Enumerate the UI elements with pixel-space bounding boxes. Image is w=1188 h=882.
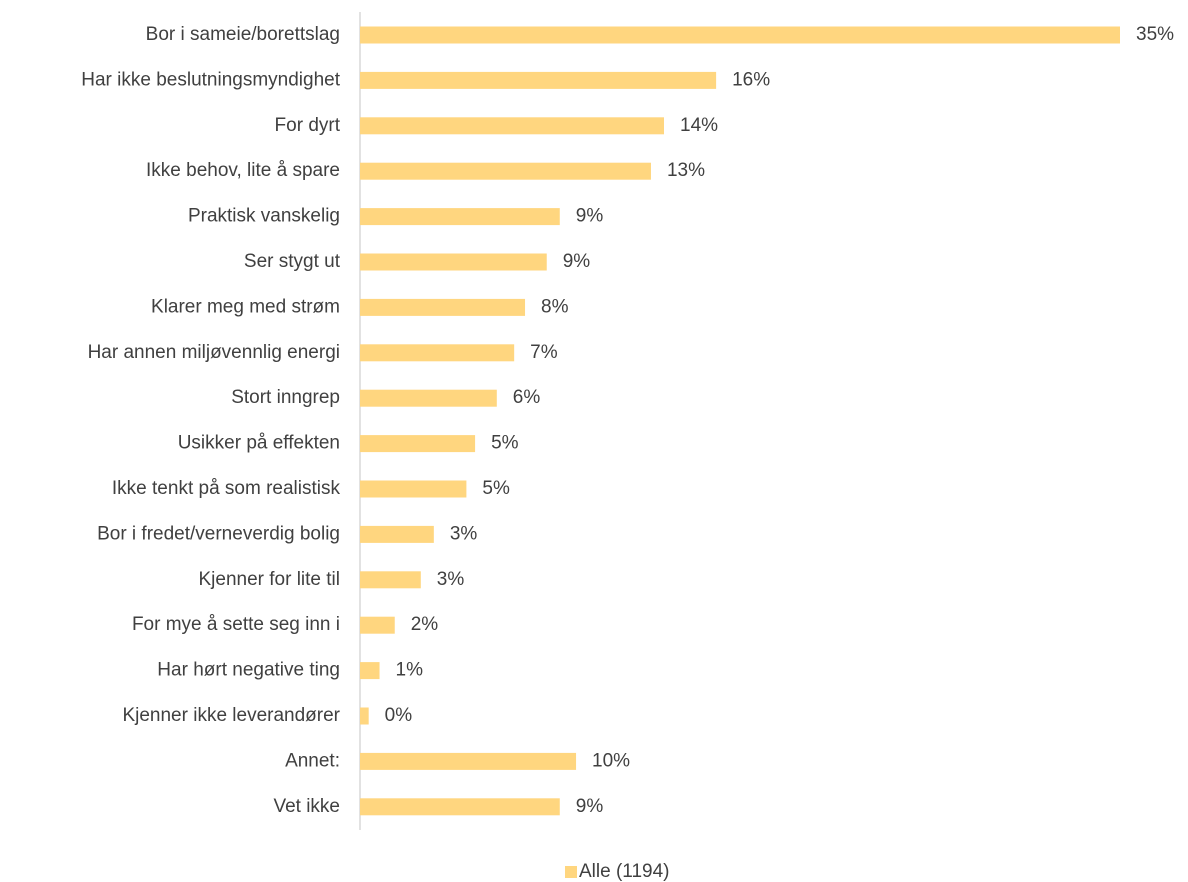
bar bbox=[360, 298, 526, 316]
bar bbox=[360, 162, 651, 180]
category-label: For mye å sette seg inn i bbox=[132, 614, 340, 635]
category-label: Kjenner ikke leverandører bbox=[122, 705, 340, 726]
value-label: 5% bbox=[491, 433, 519, 454]
bar bbox=[360, 26, 1120, 44]
bar bbox=[360, 344, 515, 362]
value-label: 35% bbox=[1136, 24, 1174, 45]
legend-swatch bbox=[565, 866, 577, 878]
value-label: 0% bbox=[385, 705, 413, 726]
category-label: Bor i fredet/verneverdig bolig bbox=[97, 523, 340, 544]
value-label: 2% bbox=[411, 614, 439, 635]
bar bbox=[360, 117, 664, 135]
bar bbox=[360, 752, 577, 770]
value-label: 6% bbox=[513, 387, 541, 408]
category-label: Bor i sameie/borettslag bbox=[146, 24, 340, 45]
legend-label: Alle (1194) bbox=[579, 861, 669, 882]
category-label: Annet: bbox=[285, 750, 340, 771]
category-label: Vet ikke bbox=[273, 796, 340, 817]
value-label: 9% bbox=[576, 796, 604, 817]
bar bbox=[360, 798, 560, 816]
category-label: Ser stygt ut bbox=[244, 251, 341, 272]
bar bbox=[360, 480, 467, 498]
bar bbox=[360, 71, 717, 89]
bar bbox=[360, 208, 560, 226]
value-label: 8% bbox=[541, 296, 569, 317]
category-label: Usikker på effekten bbox=[178, 433, 340, 454]
bar bbox=[360, 389, 497, 407]
bar bbox=[360, 571, 421, 589]
category-label: Har annen miljøvennlig energi bbox=[88, 342, 340, 363]
bar bbox=[360, 435, 476, 453]
value-label: 10% bbox=[592, 750, 630, 771]
value-label: 7% bbox=[530, 342, 558, 363]
value-label: 14% bbox=[680, 115, 718, 136]
value-label: 13% bbox=[667, 160, 705, 181]
bar bbox=[360, 525, 434, 543]
bar bbox=[360, 707, 369, 725]
category-label: Stort inngrep bbox=[231, 387, 340, 408]
category-label: Ikke behov, lite å spare bbox=[146, 160, 340, 181]
value-label: 9% bbox=[563, 251, 591, 272]
category-label: Ikke tenkt på som realistisk bbox=[112, 478, 341, 499]
category-label: Har hørt negative ting bbox=[157, 660, 340, 681]
category-label: For dyrt bbox=[275, 115, 341, 136]
value-label: 3% bbox=[437, 569, 465, 590]
value-label: 9% bbox=[576, 206, 604, 227]
value-label: 16% bbox=[732, 69, 770, 90]
value-label: 1% bbox=[396, 660, 424, 681]
value-label: 5% bbox=[482, 478, 510, 499]
category-label: Klarer meg med strøm bbox=[151, 296, 340, 317]
category-label: Praktisk vanskelig bbox=[188, 206, 340, 227]
bar bbox=[360, 253, 547, 271]
category-label: Har ikke beslutningsmyndighet bbox=[81, 69, 340, 90]
category-label: Kjenner for lite til bbox=[198, 569, 340, 590]
value-label: 3% bbox=[450, 523, 478, 544]
bar bbox=[360, 616, 395, 634]
bar bbox=[360, 662, 380, 680]
